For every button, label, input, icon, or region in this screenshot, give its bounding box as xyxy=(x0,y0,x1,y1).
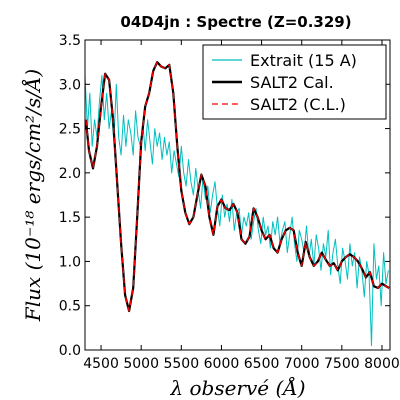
x-tick-label: 7500 xyxy=(324,356,360,372)
x-tick-label: 6500 xyxy=(244,356,280,372)
y-tick-label: 0.5 xyxy=(59,299,81,315)
y-tick-label: 2.5 xyxy=(59,122,81,138)
y-tick-label: 3.5 xyxy=(59,33,81,49)
chart-title: 04D4jn : Spectre (Z=0.329) xyxy=(120,13,351,31)
x-tick-label: 7000 xyxy=(284,356,320,372)
ticks-layer: 4500 5000 5500 6000 6500 7000 7500 8000 0.0 0.5 1.… xyxy=(59,33,400,372)
x-axis-label: λ observé (Å) xyxy=(169,375,305,400)
series-line-3 xyxy=(85,61,390,312)
x-tick-label: 8000 xyxy=(364,356,400,372)
y-tick-label: 2.0 xyxy=(59,166,81,182)
y-tick-label: 1.5 xyxy=(59,210,81,226)
y-tick-label: 0.0 xyxy=(59,343,81,359)
plot-frame xyxy=(84,39,391,351)
x-tick-label: 6000 xyxy=(204,356,240,372)
legend: Extrait (15 A) SALT2 Cal. SALT2 (C.L.) xyxy=(202,44,387,120)
y-tick-label: 3.0 xyxy=(59,77,81,93)
x-tick-label: 5500 xyxy=(163,356,199,372)
series-layer xyxy=(84,60,390,347)
legend-label: Extrait (15 A) xyxy=(250,51,357,70)
legend-label: SALT2 Cal. xyxy=(250,73,334,92)
x-tick-label: 4500 xyxy=(83,356,119,372)
y-axis-label: Flux (10⁻¹⁸ ergs/cm²/s/Å) xyxy=(20,69,45,322)
x-tick-label: 5000 xyxy=(123,356,159,372)
legend-label: SALT2 (C.L.) xyxy=(250,95,346,114)
y-tick-label: 1.0 xyxy=(59,254,81,270)
